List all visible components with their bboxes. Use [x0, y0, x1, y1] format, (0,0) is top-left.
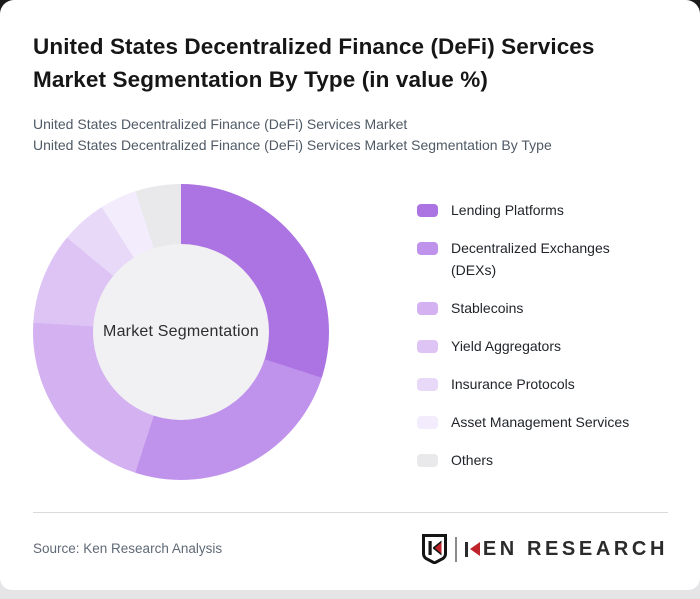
- logo-k-red-triangle-icon: [469, 542, 480, 556]
- legend-item: Stablecoins: [417, 297, 675, 319]
- legend-item: Others: [417, 449, 675, 471]
- legend-label: Yield Aggregators: [451, 338, 561, 354]
- legend-item: Lending Platforms: [417, 199, 675, 221]
- page-title: United States Decentralized Finance (DeF…: [33, 34, 595, 92]
- logo-text-rest: EN RESEARCH: [482, 537, 668, 560]
- legend-item: Insurance Protocols: [417, 373, 675, 395]
- logo-separator: [454, 536, 457, 562]
- legend-swatch-others: [417, 453, 438, 467]
- donut-center-label: Market Segmentation: [103, 323, 259, 340]
- subtitle: United States Decentralized Finance (DeF…: [33, 114, 678, 156]
- donut-chart: Market Segmentation: [33, 184, 329, 480]
- legend-item: Asset Management Services: [417, 411, 675, 433]
- ken-research-logo: EN RESEARCH: [421, 534, 668, 564]
- legend-item: Yield Aggregators: [417, 335, 675, 357]
- chart-legend: Lending Platforms Decentralized Exchange…: [417, 199, 675, 471]
- source-text: Source: Ken Research Analysis: [33, 541, 223, 556]
- subtitle-line-1: United States Decentralized Finance (DeF…: [33, 116, 408, 132]
- footer-divider: [33, 512, 668, 513]
- legend-swatch-lending-platforms: [417, 203, 438, 217]
- ken-research-shield-icon: [421, 534, 447, 564]
- logo-k-stem: [464, 541, 469, 557]
- legend-swatch-decentralized-exchanges: [417, 241, 438, 255]
- legend-swatch-yield-aggregators: [417, 339, 438, 353]
- legend-swatch-stablecoins: [417, 301, 438, 315]
- legend-label: Insurance Protocols: [451, 376, 575, 392]
- legend-label: Others: [451, 452, 494, 468]
- legend-label: Lending Platforms: [451, 202, 564, 218]
- logo-k-glyph: [464, 541, 480, 557]
- legend-item: Decentralized Exchanges (DEXs): [417, 237, 675, 281]
- legend-label: Stablecoins: [451, 300, 524, 316]
- logo-text: EN RESEARCH: [464, 537, 668, 561]
- legend-label: Asset Management Services: [451, 414, 630, 430]
- legend-swatch-insurance-protocols: [417, 377, 438, 391]
- subtitle-line-2: United States Decentralized Finance (DeF…: [33, 137, 552, 153]
- legend-swatch-asset-management-services: [417, 415, 438, 429]
- legend-label: Decentralized Exchanges (DEXs): [451, 240, 610, 278]
- donut-hole: Market Segmentation: [93, 244, 269, 420]
